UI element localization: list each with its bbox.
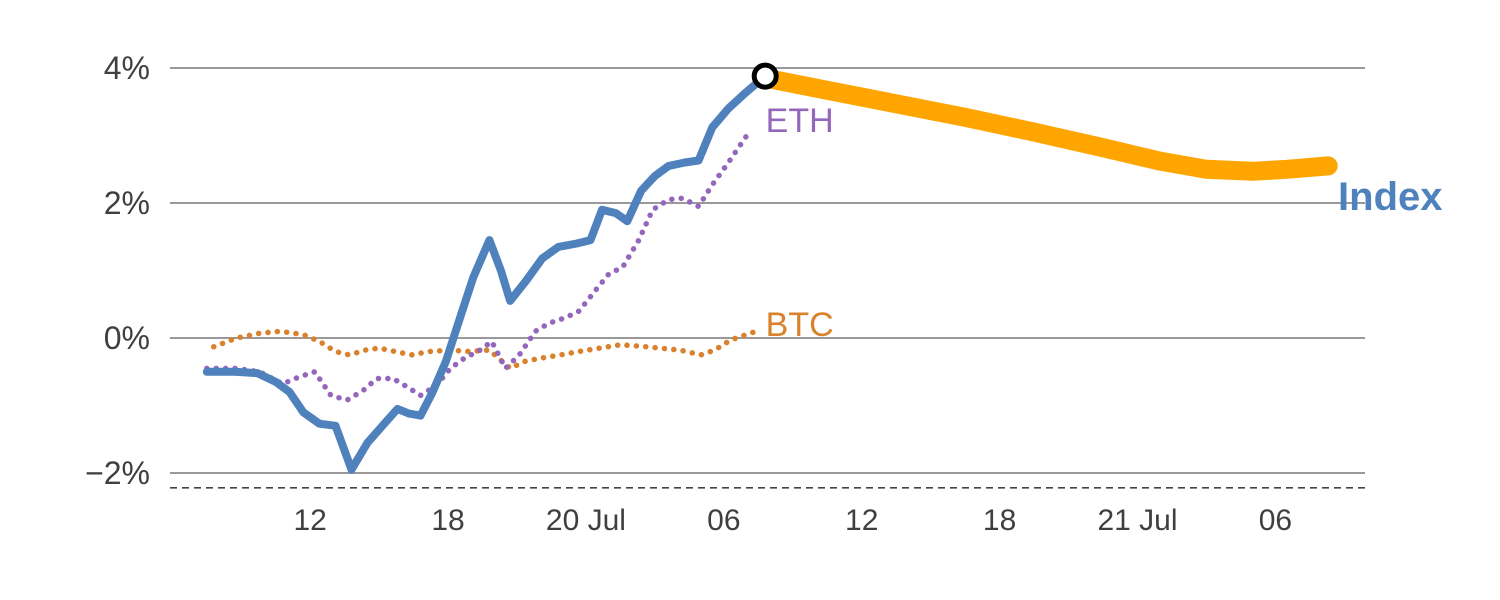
x-tick-label: 12 bbox=[845, 504, 878, 537]
y-tick-label: 0% bbox=[104, 320, 150, 356]
index-label: Index bbox=[1338, 175, 1442, 219]
x-tick-label: 18 bbox=[431, 504, 464, 537]
series-endpoint-marker bbox=[751, 62, 779, 90]
x-tick-label: 18 bbox=[983, 504, 1016, 537]
y-tick-label: 2% bbox=[104, 185, 150, 221]
eth-label: ETH bbox=[766, 102, 834, 140]
series-btc-line bbox=[210, 328, 759, 372]
series-index-projection-line bbox=[755, 68, 1338, 181]
series-index-line bbox=[202, 72, 770, 474]
series-eth-line bbox=[204, 132, 750, 403]
x-tick-label: 06 bbox=[707, 504, 740, 537]
y-tick-label: −2% bbox=[85, 455, 150, 491]
x-tick-label: 21 Jul bbox=[1097, 504, 1177, 537]
btc-label: BTC bbox=[766, 306, 834, 344]
x-tick-label: 12 bbox=[293, 504, 326, 537]
x-tick-label: 06 bbox=[1259, 504, 1292, 537]
y-tick-label: 4% bbox=[104, 50, 150, 86]
x-tick-label: 20 Jul bbox=[546, 504, 626, 537]
